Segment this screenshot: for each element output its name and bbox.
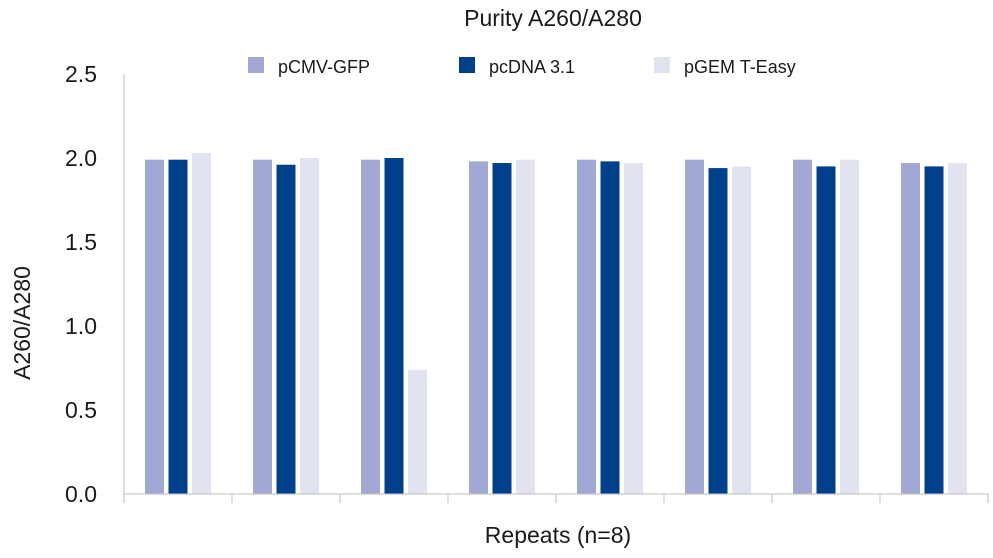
bar-pcdna-3-1-repeat-5 [600,161,620,495]
legend-label: pcDNA 3.1 [489,57,575,77]
bar-pcmv-gfp-repeat-8 [901,163,920,495]
legend: pCMV-GFP pcDNA 3.1 pGEM T-Easy [248,57,796,77]
bar-pcdna-3-1-repeat-6 [708,168,728,494]
legend-swatch [248,57,264,73]
legend-swatch [459,57,475,73]
x-axis-label: Repeats (n=8) [485,522,631,548]
y-axis: 0.0 0.5 1.0 1.5 2.0 2.5 [65,61,125,507]
y-axis-label: A260/A280 [9,266,35,380]
bar-pgem-t-easy-repeat-7 [840,159,859,494]
y-tick-label: 1.0 [65,313,97,339]
bar-pcmv-gfp-repeat-1 [145,159,164,494]
chart-title: Purity A260/A280 [464,5,642,31]
legend-swatch [654,57,670,73]
y-tick-label: 0.0 [65,481,97,507]
legend-label: pCMV-GFP [278,57,370,77]
bar-pcdna-3-1-repeat-3 [384,158,404,494]
bar-pcdna-3-1-repeat-4 [492,163,512,495]
bar-pcdna-3-1-repeat-8 [924,166,944,494]
legend-label: pGEM T-Easy [684,57,796,77]
y-tick-label: 2.0 [65,145,97,171]
bar-pgem-t-easy-repeat-2 [300,158,319,494]
y-tick-label: 0.5 [65,397,97,423]
bar-pcmv-gfp-repeat-4 [469,161,488,495]
bar-pgem-t-easy-repeat-6 [732,166,751,494]
bar-pcdna-3-1-repeat-2 [276,164,296,494]
y-tick-label: 1.5 [65,229,97,255]
bar-pcmv-gfp-repeat-6 [685,159,704,494]
bar-pcdna-3-1-repeat-7 [816,166,836,494]
y-tick-label: 2.5 [65,61,97,87]
bar-pgem-t-easy-repeat-4 [516,159,535,494]
x-axis [123,493,989,503]
bar-pcmv-gfp-repeat-5 [577,159,596,494]
bar-pgem-t-easy-repeat-1 [192,152,211,494]
bars-group [145,152,967,495]
bar-pcmv-gfp-repeat-2 [253,159,272,494]
bar-pcdna-3-1-repeat-1 [168,159,188,494]
bar-pcmv-gfp-repeat-3 [361,159,380,494]
bar-pcmv-gfp-repeat-7 [793,159,812,494]
bar-pgem-t-easy-repeat-5 [624,163,643,495]
bar-pgem-t-easy-repeat-8 [948,163,967,495]
bar-pgem-t-easy-repeat-3 [408,369,427,494]
